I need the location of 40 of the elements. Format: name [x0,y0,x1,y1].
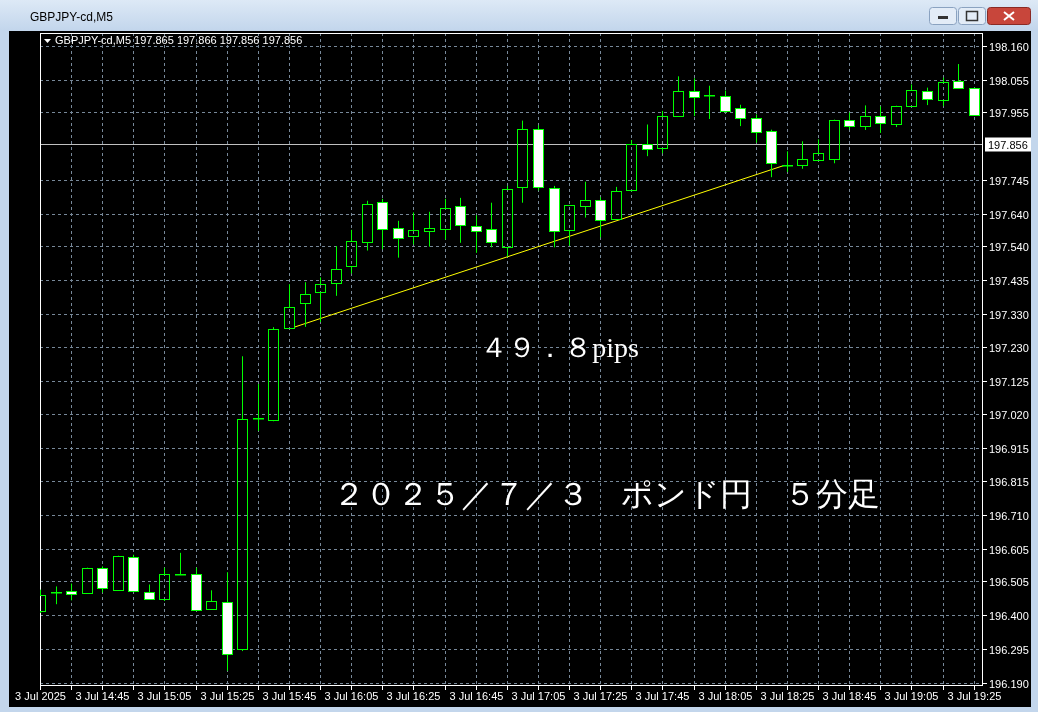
y-tick-label: 197.330 [989,308,1029,321]
chart-subtitle: GBPJPY-cd,M5 197.865 197.866 197.856 197.856 [55,34,303,46]
x-tick-label: 3 Jul 18:25 [760,690,815,702]
y-tick-label: 198.160 [989,40,1029,53]
y-tick-label: 196.605 [989,543,1029,556]
y-tick-label: 196.815 [989,475,1029,488]
x-tick-label: 3 Jul 16:25 [386,690,441,702]
x-tick-label: 3 Jul 2025 [15,690,66,702]
x-tick-label: 3 Jul 18:45 [822,690,877,702]
annotation: ２０２５／７／３ ポンド円 ５分足 [333,476,881,512]
ref-line-label: 197.856 [988,138,1028,151]
y-tick-label: 197.020 [989,408,1029,421]
y-tick-label: 196.505 [989,575,1029,588]
y-tick-label: 198.055 [989,74,1029,87]
x-tick-label: 3 Jul 15:25 [200,690,255,702]
x-tick-label: 3 Jul 14:45 [75,690,130,702]
x-tick-label: 3 Jul 16:05 [324,690,379,702]
x-tick-label: 3 Jul 17:45 [635,690,690,702]
x-tick-label: 3 Jul 18:05 [698,690,753,702]
x-tick-label: 3 Jul 15:05 [137,690,192,702]
x-tick-label: 3 Jul 16:45 [449,690,504,702]
y-tick-label: 197.955 [989,106,1029,119]
x-tick-label: 3 Jul 19:25 [947,690,1002,702]
y-tick-label: 197.640 [989,208,1029,221]
y-tick-label: 196.710 [989,509,1029,522]
chart-title: GBPJPY-cd,M5 [30,10,114,24]
y-tick-label: 196.295 [989,643,1029,656]
x-tick-label: 3 Jul 15:45 [262,690,317,702]
y-tick-label: 197.230 [989,341,1029,354]
y-tick-label: 196.190 [989,677,1029,690]
x-tick-label: 3 Jul 17:05 [511,690,566,702]
y-tick-label: 196.915 [989,442,1029,455]
x-tick-label: 3 Jul 19:05 [884,690,939,702]
y-tick-label: 197.125 [989,375,1029,388]
y-tick-label: 197.435 [989,274,1029,287]
x-tick-label: 3 Jul 17:25 [573,690,628,702]
y-tick-label: 197.745 [989,174,1029,187]
y-tick-label: 196.400 [989,609,1029,622]
annotation: ４９．８pips [480,331,639,363]
y-tick-label: 197.540 [989,240,1029,253]
